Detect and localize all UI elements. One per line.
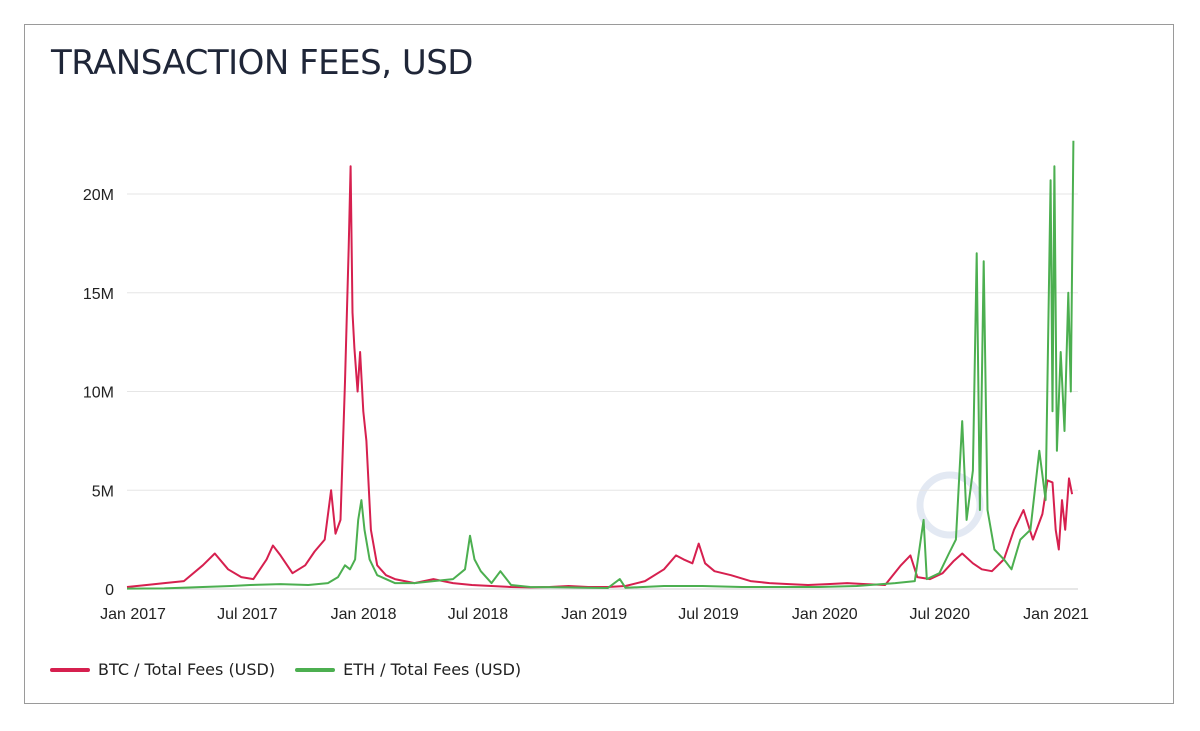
x-tick-label: Jul 2019	[678, 606, 739, 623]
x-tick-label: Jan 2018	[331, 606, 397, 623]
series-line-eth	[126, 140, 1075, 590]
legend-label-btc: BTC / Total Fees (USD)	[98, 660, 276, 679]
legend-item-eth[interactable]: ETH / Total Fees (USD)	[295, 660, 521, 679]
y-tick-label: 15M	[83, 286, 114, 303]
y-tick-label: 20M	[83, 187, 114, 204]
legend-item-btc[interactable]: BTC / Total Fees (USD)	[50, 660, 275, 679]
y-tick-label: 5M	[92, 483, 114, 500]
chart-title: TRANSACTION FEES, USD	[51, 43, 474, 83]
y-tick-label: 0	[105, 582, 114, 599]
x-tick-label: Jul 2018	[448, 606, 509, 623]
x-tick-label: Jan 2020	[792, 606, 858, 623]
x-tick-label: Jan 2017	[100, 606, 166, 623]
legend-label-eth: ETH / Total Fees (USD)	[343, 660, 522, 679]
x-tick-label: Jan 2019	[561, 606, 627, 623]
legend: BTC / Total Fees (USD) ETH / Total Fees …	[50, 660, 521, 679]
y-tick-label: 10M	[83, 385, 114, 402]
x-tick-label: Jan 2021	[1023, 606, 1089, 623]
x-tick-label: Jul 2020	[910, 606, 971, 623]
legend-swatch-btc	[50, 667, 90, 672]
legend-swatch-eth	[295, 667, 336, 672]
x-tick-label: Jul 2017	[217, 606, 278, 623]
